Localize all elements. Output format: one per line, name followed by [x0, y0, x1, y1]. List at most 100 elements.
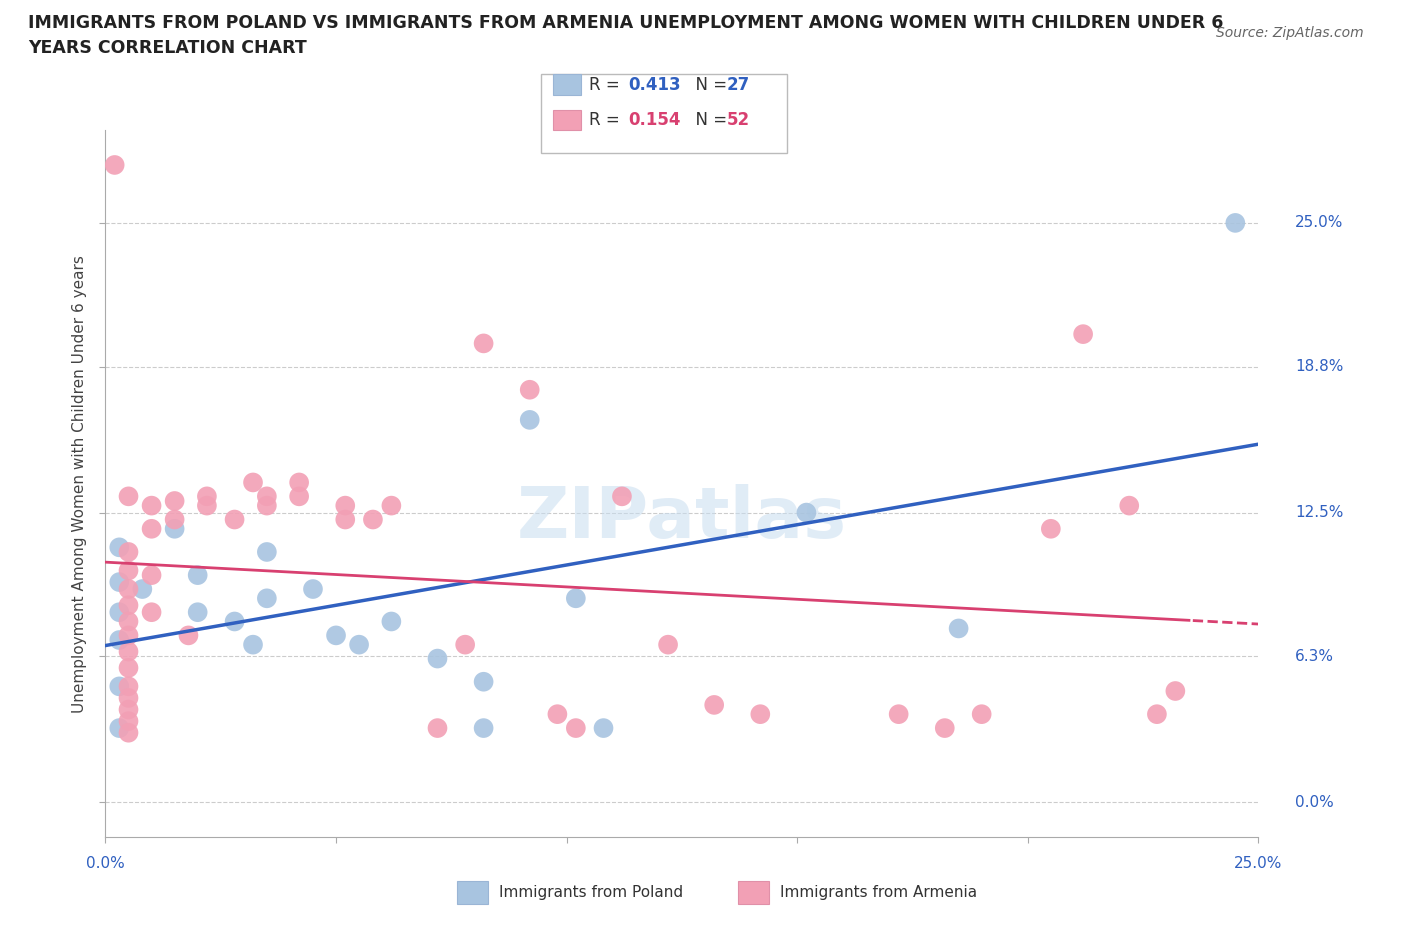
Point — [224, 614, 246, 629]
Point — [934, 721, 956, 736]
Text: 0.154: 0.154 — [628, 111, 681, 129]
Point — [565, 721, 588, 736]
Point — [108, 721, 131, 736]
Point — [454, 637, 477, 652]
Text: 25.0%: 25.0% — [1295, 216, 1344, 231]
Point — [887, 707, 910, 722]
Point — [519, 382, 541, 397]
Point — [256, 498, 278, 513]
Text: YEARS CORRELATION CHART: YEARS CORRELATION CHART — [28, 39, 307, 57]
Point — [472, 674, 495, 689]
Text: 25.0%: 25.0% — [1234, 856, 1282, 870]
Point — [426, 651, 449, 666]
Point — [141, 498, 163, 513]
Text: Immigrants from Armenia: Immigrants from Armenia — [780, 885, 977, 900]
Text: 0.0%: 0.0% — [86, 856, 125, 870]
Point — [117, 489, 139, 504]
Point — [335, 498, 357, 513]
Text: 0.0%: 0.0% — [1295, 795, 1334, 810]
Point — [347, 637, 370, 652]
Point — [796, 505, 818, 520]
Text: 0.413: 0.413 — [628, 75, 681, 94]
Point — [288, 475, 311, 490]
Point — [361, 512, 384, 527]
Point — [195, 489, 218, 504]
Point — [117, 713, 139, 728]
Point — [108, 632, 131, 647]
Point — [302, 581, 325, 596]
Point — [256, 591, 278, 605]
Point — [380, 614, 402, 629]
Point — [256, 489, 278, 504]
Point — [177, 628, 200, 643]
Point — [610, 489, 633, 504]
Point — [131, 581, 153, 596]
Point — [141, 604, 163, 619]
Point — [117, 545, 139, 560]
Point — [163, 494, 186, 509]
Text: 6.3%: 6.3% — [1295, 649, 1334, 664]
Point — [141, 522, 163, 537]
Point — [1146, 707, 1168, 722]
Point — [117, 702, 139, 717]
Point — [117, 614, 139, 629]
Point — [187, 567, 209, 582]
Text: N =: N = — [685, 111, 733, 129]
Point — [1039, 522, 1062, 537]
Point — [117, 581, 139, 596]
Point — [117, 660, 139, 675]
Point — [108, 604, 131, 619]
Point — [1225, 216, 1247, 231]
Point — [117, 563, 139, 578]
Point — [592, 721, 614, 736]
Point — [117, 628, 139, 643]
Point — [108, 679, 131, 694]
Point — [380, 498, 402, 513]
Point — [325, 628, 347, 643]
Point — [519, 412, 541, 427]
Point — [224, 512, 246, 527]
Text: 27: 27 — [727, 75, 751, 94]
Point — [163, 522, 186, 537]
Text: 18.8%: 18.8% — [1295, 359, 1344, 374]
Point — [749, 707, 772, 722]
Text: R =: R = — [589, 75, 626, 94]
Text: R =: R = — [589, 111, 626, 129]
Point — [141, 567, 163, 582]
Point — [1164, 684, 1187, 698]
Point — [288, 489, 311, 504]
Point — [242, 637, 264, 652]
Point — [426, 721, 449, 736]
Text: 52: 52 — [727, 111, 749, 129]
Point — [948, 621, 970, 636]
Point — [472, 721, 495, 736]
Point — [565, 591, 588, 605]
Point — [117, 598, 139, 613]
Text: Immigrants from Poland: Immigrants from Poland — [499, 885, 683, 900]
Point — [104, 157, 127, 172]
Point — [117, 725, 139, 740]
Point — [1118, 498, 1140, 513]
Point — [117, 644, 139, 659]
Point — [108, 575, 131, 590]
Point — [657, 637, 679, 652]
Point — [546, 707, 568, 722]
Point — [1071, 326, 1094, 341]
Point — [117, 679, 139, 694]
Point — [335, 512, 357, 527]
Point — [256, 545, 278, 560]
Point — [970, 707, 993, 722]
Point — [117, 690, 139, 705]
Point — [187, 604, 209, 619]
Y-axis label: Unemployment Among Women with Children Under 6 years: Unemployment Among Women with Children U… — [72, 255, 87, 712]
Text: IMMIGRANTS FROM POLAND VS IMMIGRANTS FROM ARMENIA UNEMPLOYMENT AMONG WOMEN WITH : IMMIGRANTS FROM POLAND VS IMMIGRANTS FRO… — [28, 14, 1223, 32]
Text: Source: ZipAtlas.com: Source: ZipAtlas.com — [1216, 26, 1364, 40]
Point — [108, 540, 131, 555]
Point — [703, 698, 725, 712]
Point — [163, 512, 186, 527]
Point — [472, 336, 495, 351]
Point — [195, 498, 218, 513]
Point — [242, 475, 264, 490]
Text: ZIPatlas: ZIPatlas — [517, 485, 846, 553]
Text: 12.5%: 12.5% — [1295, 505, 1344, 520]
